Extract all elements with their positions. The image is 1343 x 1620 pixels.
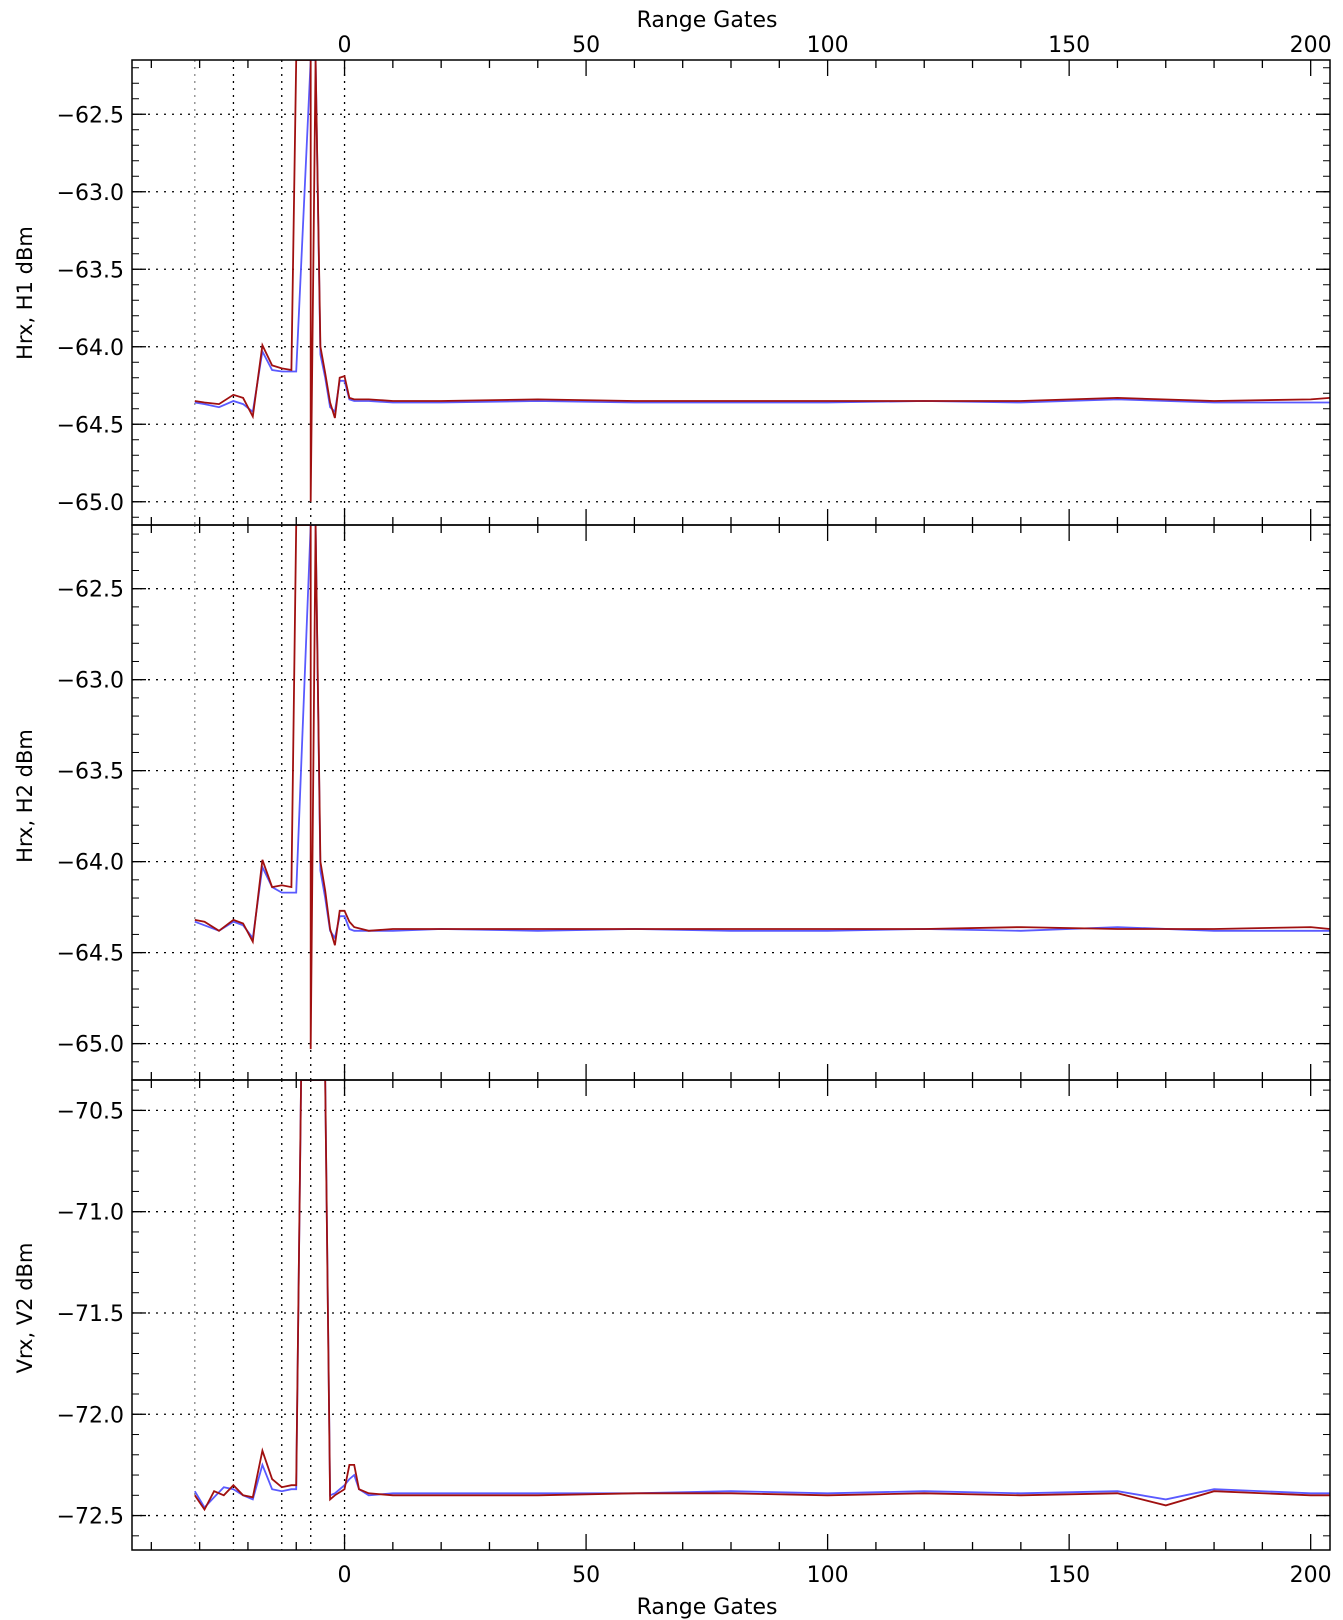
y-tick-label: −71.5 [57, 1302, 124, 1327]
x-tick-label-bottom: 50 [572, 1563, 600, 1588]
y-tick-label: −64.0 [57, 851, 124, 876]
panel-2: −65.0 −64.5 −64.0 −63.5 −63.0 −62.5 [57, 524, 1331, 1081]
x-tick-label-top: 0 [338, 33, 352, 58]
x-tick-label-bottom: 200 [1290, 1563, 1332, 1588]
y-tick-label: −63.0 [57, 181, 124, 206]
y-tick-label: −64.5 [57, 413, 124, 438]
top-axis-title: Range Gates [637, 8, 778, 33]
y-tick-label: −63.0 [57, 669, 124, 694]
y-tick-label: −63.5 [57, 258, 124, 283]
panel-1: −65.0 −64.5 −64.0 −63.5 −63.0 −62.5 [57, 59, 1331, 526]
y-tick-label: −64.0 [57, 336, 124, 361]
x-tick-label-bottom: 100 [807, 1563, 849, 1588]
x-tick-label-top: 200 [1290, 33, 1332, 58]
series-line-2 [194, 525, 1330, 1050]
bottom-axis-title: Range Gates [637, 1595, 778, 1620]
series-line-2 [194, 1080, 1330, 1512]
y-tick-label: −70.5 [57, 1099, 124, 1124]
series-line-2 [194, 60, 1330, 502]
series-line-1 [194, 525, 1330, 941]
panel-2-ylabel: Hrx, H2 dBm [13, 729, 37, 863]
x-tick-label-bottom: 150 [1048, 1563, 1090, 1588]
panel-border [131, 1079, 1331, 1551]
y-tick-label: −65.0 [57, 491, 124, 516]
y-tick-label: −71.0 [57, 1201, 124, 1226]
x-tick-label-bottom: 0 [338, 1563, 352, 1588]
series-line-1 [194, 60, 1330, 414]
x-tick-label-top: 100 [807, 33, 849, 58]
y-tick-label: −64.5 [57, 942, 124, 967]
y-tick-label: −72.0 [57, 1403, 124, 1428]
y-tick-label: −62.5 [57, 578, 124, 603]
panel-3-ylabel: Vrx, V2 dBm [13, 1243, 37, 1374]
panel-3: −72.5 −72.0 −71.5 −71.0 −70.5 [57, 1079, 1331, 1551]
x-tick-label-top: 50 [572, 33, 600, 58]
series-line-1 [194, 1080, 1330, 1509]
y-tick-label: −62.5 [57, 103, 124, 128]
y-tick-label: −65.0 [57, 1033, 124, 1058]
y-tick-label: −63.5 [57, 760, 124, 785]
y-tick-label: −72.5 [57, 1505, 124, 1530]
x-tick-label-top: 150 [1048, 33, 1090, 58]
panel-1-ylabel: Hrx, H1 dBm [13, 226, 37, 360]
